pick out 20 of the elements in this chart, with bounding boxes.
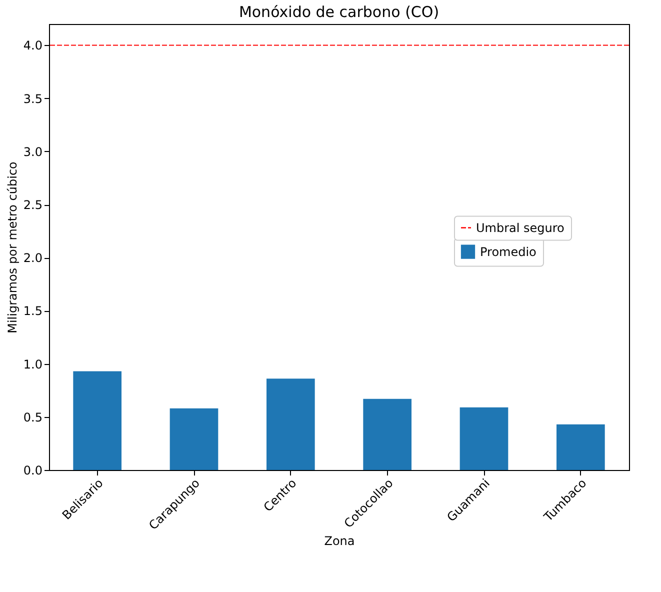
bar xyxy=(460,407,508,470)
bar xyxy=(170,408,218,470)
y-tick-label: 2.5 xyxy=(23,198,42,212)
y-tick-label: 4.0 xyxy=(23,38,42,53)
y-tick-label: 3.5 xyxy=(23,92,42,106)
legend-label: Promedio xyxy=(480,244,536,259)
y-tick-label: 0.0 xyxy=(23,464,42,478)
y-tick-label: 2.0 xyxy=(23,251,42,266)
y-tick-label: 1.0 xyxy=(23,357,42,372)
chart-title: Monóxido de carbono (CO) xyxy=(238,3,440,21)
bar xyxy=(266,378,315,470)
y-tick-label: 3.0 xyxy=(23,144,42,159)
y-tick-label: 0.5 xyxy=(23,410,42,424)
legend-label: Umbral seguro xyxy=(476,220,564,235)
bar xyxy=(363,398,412,470)
x-axis-title: Zona xyxy=(324,534,355,548)
bar xyxy=(556,424,605,470)
bar xyxy=(73,371,122,470)
y-axis-title: Miligramos por metro cúbico xyxy=(5,162,20,334)
y-tick-label: 1.5 xyxy=(23,304,42,318)
